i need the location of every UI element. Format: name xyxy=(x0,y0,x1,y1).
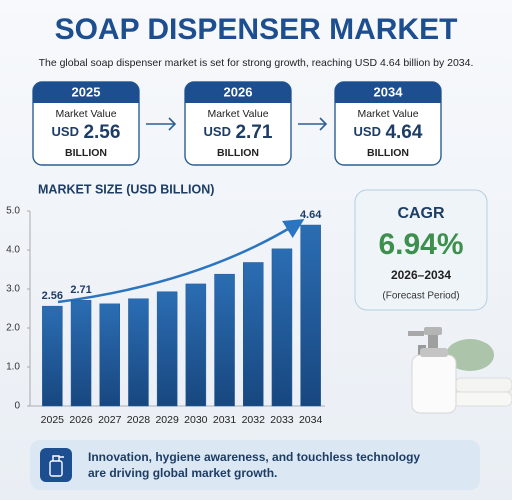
value-label: 2.56 xyxy=(42,290,63,302)
card-currency: USD xyxy=(354,124,381,139)
value-card: 2025 Market Value USD 2.56 BILLION xyxy=(32,81,140,166)
card-label: Market Value xyxy=(55,108,116,120)
value-label: 4.64 xyxy=(300,209,322,221)
bar xyxy=(243,262,264,407)
cagr-period: 2026–2034 xyxy=(391,268,451,282)
bar xyxy=(300,224,321,407)
bar xyxy=(70,300,92,407)
x-tick-label: 2029 xyxy=(155,414,179,426)
card-year: 2034 xyxy=(374,84,404,99)
card-year: 2025 xyxy=(72,84,101,99)
x-tick-label: 2028 xyxy=(127,414,151,426)
x-tick-label: 2032 xyxy=(242,414,266,426)
bar xyxy=(185,283,207,407)
bar xyxy=(42,305,63,407)
y-tick-label: 4.0 xyxy=(6,245,20,256)
card-value: 2.71 xyxy=(235,122,272,143)
x-tick-label: 2027 xyxy=(98,414,122,426)
card-year: 2026 xyxy=(224,84,253,99)
page-title: SOAP DISPENSER MARKET xyxy=(55,13,458,46)
cagr-box xyxy=(354,189,488,311)
chart-title: MARKET SIZE (USD BILLION) xyxy=(38,182,214,196)
card-label: Market Value xyxy=(357,108,418,120)
y-tick-label: 3.0 xyxy=(6,284,20,295)
card-unit: BILLION xyxy=(217,147,259,159)
footer-icon-glyph xyxy=(49,455,64,477)
card-amount: USD 4.64 xyxy=(354,122,423,143)
growth-arrow xyxy=(57,219,305,304)
bar xyxy=(128,298,149,407)
card-header xyxy=(185,82,291,103)
bar xyxy=(99,303,120,407)
footer-box xyxy=(30,440,480,490)
bar xyxy=(271,248,293,407)
x-tick-label: 2034 xyxy=(299,414,323,426)
cagr-value: 6.94% xyxy=(378,228,463,261)
value-card: 2034 Market Value USD 4.64 BILLION xyxy=(334,81,442,166)
footer-icon xyxy=(40,448,72,482)
x-tick-label: 2025 xyxy=(41,414,65,426)
card-header xyxy=(33,82,139,103)
x-tick-label: 2031 xyxy=(213,414,237,426)
card-amount: USD 2.71 xyxy=(204,122,273,143)
dispenser-illustration xyxy=(408,327,512,414)
card-unit: BILLION xyxy=(65,147,107,159)
card-arrows xyxy=(146,117,328,131)
card-header xyxy=(335,82,441,103)
footer-text: are driving global market growth. xyxy=(88,466,277,480)
bar xyxy=(156,291,178,407)
cagr-label: CAGR xyxy=(397,205,445,222)
value-label: 2.71 xyxy=(70,284,91,296)
x-tick-label: 2033 xyxy=(270,414,294,426)
y-tick-label: 2.0 xyxy=(6,323,20,334)
card-currency: USD xyxy=(204,124,231,139)
card-unit: BILLION xyxy=(367,147,409,159)
card-label: Market Value xyxy=(207,108,268,120)
card-value: 4.64 xyxy=(385,122,422,143)
cagr-note: (Forecast Period) xyxy=(382,291,459,302)
bar xyxy=(214,273,235,407)
x-tick-label: 2030 xyxy=(184,414,208,426)
y-tick-label: 5.0 xyxy=(6,206,20,217)
x-tick-label: 2026 xyxy=(69,414,93,426)
value-card: 2026 Market Value USD 2.71 BILLION xyxy=(184,81,292,166)
footer-text: Innovation, hygiene awareness, and touch… xyxy=(88,450,420,464)
card-value: 2.56 xyxy=(83,122,120,143)
card-amount: USD 2.56 xyxy=(52,122,121,143)
y-tick-label: 0 xyxy=(14,401,20,412)
subtitle: The global soap dispenser market is set … xyxy=(39,57,474,69)
y-tick-label: 1.0 xyxy=(6,362,20,373)
card-currency: USD xyxy=(52,124,79,139)
